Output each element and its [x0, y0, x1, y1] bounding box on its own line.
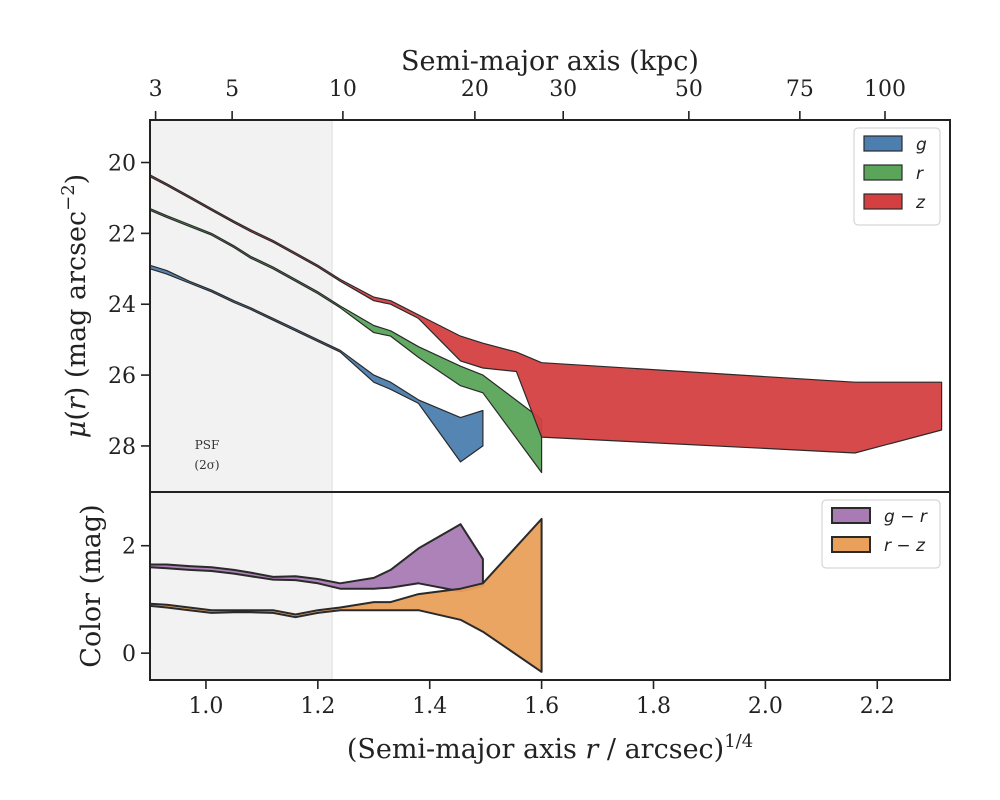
- secondary-x-axis-label: Semi-major axis (kpc): [401, 46, 699, 77]
- secondary-x-tick-label: 100: [864, 77, 906, 102]
- legend-swatch: [831, 536, 871, 553]
- bottom-y-ticks: 02: [122, 535, 150, 667]
- y-tick-label: 28: [108, 435, 136, 460]
- legend-entry: z: [915, 193, 926, 213]
- secondary-x-tick-label: 10: [329, 77, 357, 102]
- legend-entry: r: [916, 164, 924, 184]
- bottom-panel: 02 1.0 1.2 1.4 1.6 1.8 2.0 2.2 Color (mag) (Se…: [76, 491, 951, 765]
- y-tick-label: 2: [122, 535, 136, 560]
- secondary-x-tick-label: 5: [225, 77, 239, 102]
- y-tick-label: 26: [108, 364, 136, 389]
- bottom-legend: g − r r − z: [821, 499, 941, 569]
- y-tick-label: 22: [108, 222, 136, 247]
- series-band-top-2: [149, 174, 943, 454]
- x-tick-label: 1.4: [412, 694, 447, 719]
- psf-label: PSF: [195, 438, 220, 452]
- x-tick-label: 1.8: [636, 694, 671, 719]
- psf-sublabel: (2σ): [194, 458, 219, 472]
- legend-swatch: [863, 164, 903, 181]
- y-tick-label: 0: [122, 642, 136, 667]
- series-band-bottom-1: [149, 517, 543, 673]
- top-y-ticks: 20 22 24 26 28: [108, 152, 150, 460]
- x-tick-label: 1.6: [524, 694, 559, 719]
- series-band-top-1: [149, 208, 543, 474]
- legend-entry: r − z: [884, 536, 926, 556]
- bottom-y-axis-label: Color (mag): [76, 504, 107, 667]
- y-tick-label: 24: [108, 293, 136, 318]
- legend-entry: g: [916, 135, 927, 155]
- psf-region-bottom: [150, 492, 333, 680]
- series-band-top-0: [149, 264, 484, 463]
- legend-swatch: [863, 135, 903, 152]
- bottom-series-group: [149, 517, 543, 673]
- bottom-x-axis-label: (Semi-major axis r / arcsec)1/4: [347, 731, 753, 765]
- bottom-plot-frame: [149, 491, 951, 681]
- top-y-axis-label: μ(r) (mag arcsec−2): [58, 174, 92, 438]
- top-series-group: [149, 174, 943, 474]
- secondary-x-tick-label: 20: [461, 77, 489, 102]
- secondary-x-tick-label: 75: [786, 77, 814, 102]
- secondary-x-tick-label: 50: [675, 77, 703, 102]
- top-legend: grz: [853, 127, 941, 226]
- x-tick-label: 1.2: [300, 694, 335, 719]
- x-tick-label: 1.0: [188, 694, 223, 719]
- bottom-x-ticks: 1.0 1.2 1.4 1.6 1.8 2.0 2.2: [188, 680, 895, 719]
- legend-swatch: [863, 193, 903, 210]
- legend-swatch: [831, 507, 871, 524]
- secondary-x-tick-label: 30: [549, 77, 577, 102]
- legend-entry: g − r: [884, 507, 928, 527]
- x-tick-label: 2.2: [860, 694, 895, 719]
- x-tick-label: 2.0: [748, 694, 783, 719]
- secondary-x-tick-label: 3: [149, 77, 163, 102]
- y-tick-label: 20: [108, 152, 136, 177]
- secondary-x-ticks: 3 5 10 20 30 50 75 100: [149, 77, 906, 120]
- top-panel: PSF (2σ) 20 22 24 26 28 3 5 10 20 30 50 75 100 Semi…: [58, 46, 951, 493]
